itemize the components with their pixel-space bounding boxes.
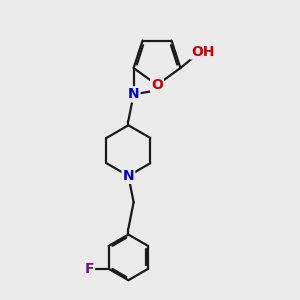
Text: O: O — [151, 78, 163, 92]
Text: F: F — [85, 262, 94, 276]
Text: N: N — [123, 169, 134, 183]
Text: OH: OH — [191, 44, 214, 58]
Text: N: N — [128, 87, 140, 101]
